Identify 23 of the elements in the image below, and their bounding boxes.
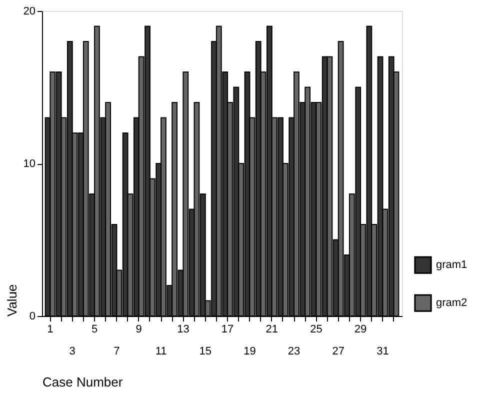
x-tick-label: 1 bbox=[47, 324, 54, 336]
y-tick-label: 10 bbox=[23, 158, 36, 170]
x-tick-label: 21 bbox=[266, 324, 278, 336]
x-tick-label: 9 bbox=[136, 324, 142, 336]
x-tick-label: 3 bbox=[69, 346, 76, 358]
y-tick-label: 20 bbox=[23, 6, 36, 18]
x-tick-label: 29 bbox=[354, 324, 367, 336]
x-tick-label: 11 bbox=[155, 346, 167, 358]
x-tick-label: 17 bbox=[221, 324, 234, 336]
x-tick-label: 31 bbox=[376, 346, 389, 358]
x-tick-label: 27 bbox=[332, 346, 345, 358]
x-axis-title: Case Number bbox=[42, 374, 124, 390]
y-tick-label: 0 bbox=[29, 310, 36, 322]
x-tick-label: 13 bbox=[177, 324, 190, 336]
x-tick-label: 15 bbox=[199, 346, 212, 358]
y-axis-title: Value bbox=[4, 284, 20, 316]
legend-label: gram1 bbox=[436, 259, 468, 271]
legend-label: gram2 bbox=[436, 297, 468, 309]
x-tick-label: 25 bbox=[310, 324, 322, 336]
x-tick-label: 5 bbox=[91, 324, 98, 336]
x-tick-label: 7 bbox=[114, 346, 120, 358]
x-tick-label: 19 bbox=[244, 346, 256, 358]
x-tick-label: 23 bbox=[288, 346, 300, 358]
